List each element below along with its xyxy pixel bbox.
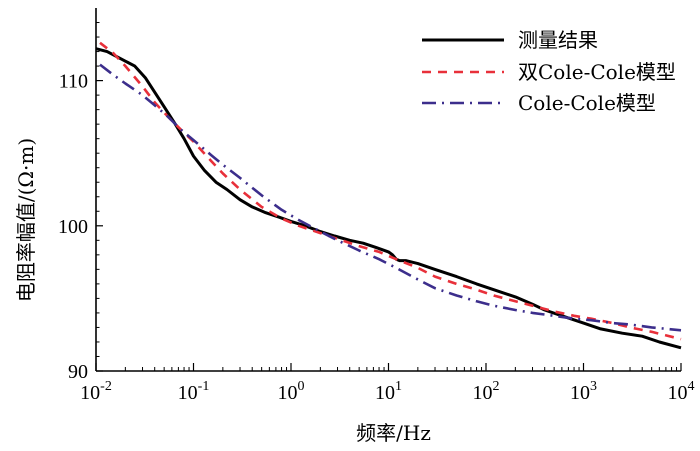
legend-label-1: 测量结果	[518, 28, 598, 52]
series-line-3	[99, 63, 682, 332]
y-ticks	[96, 22, 103, 372]
x-tick-label: 103	[570, 379, 597, 404]
x-tick-label: 101	[375, 379, 402, 404]
x-tick-label: 102	[473, 379, 500, 404]
x-tick-label: 10-1	[178, 379, 210, 404]
series-group	[95, 41, 682, 350]
x-axis-title: 频率/Hz	[356, 421, 431, 445]
x-tick-label: 100	[278, 379, 305, 404]
x-tick-label: 10-2	[80, 379, 112, 404]
x-ticks	[95, 363, 682, 371]
y-tick-label: 100	[58, 216, 88, 238]
y-axis-title: 电阻率幅值/(Ω·m)	[14, 138, 38, 302]
x-tick-label: 104	[668, 379, 695, 404]
series-line-2	[99, 41, 682, 341]
y-tick-label: 90	[68, 361, 88, 383]
legend-label-2: 双Cole-Cole模型	[518, 60, 676, 84]
y-tick-label: 110	[59, 71, 88, 93]
legend-label-3: Cole-Cole模型	[518, 91, 656, 115]
tick-labels: 90 100 110 10-2 10-1 100 101 102 103 104	[58, 71, 695, 404]
